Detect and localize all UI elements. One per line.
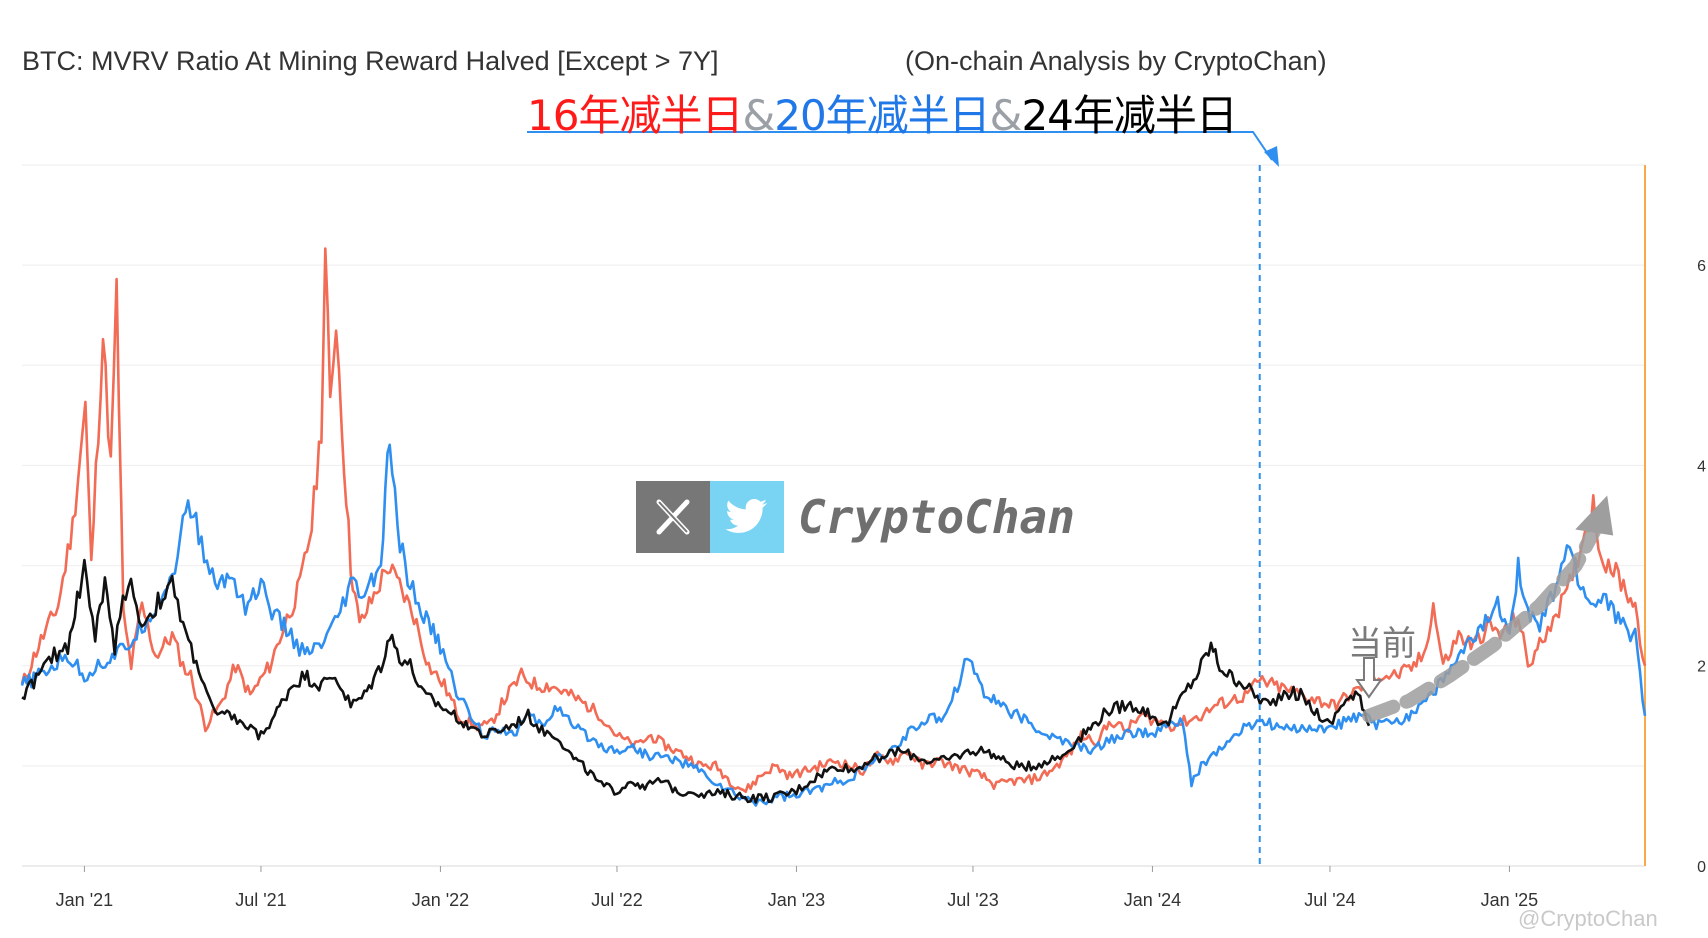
halving-2020-label: 20年减半日	[774, 91, 990, 140]
trend-arrowhead	[1575, 495, 1614, 536]
halving-date-label: 16年减半日&20年减半日&24年减半日	[527, 82, 1238, 143]
grid-lines	[22, 164, 1645, 867]
x-tick-label: Jul '21	[235, 890, 286, 910]
y-tick-label: 2	[1697, 659, 1706, 676]
annotations	[527, 131, 1383, 866]
separator-2: &	[989, 91, 1023, 140]
trend-projection	[1362, 495, 1614, 723]
cryptochan-watermark: CryptoChan	[636, 481, 1075, 553]
x-tick-label: Jan '24	[1124, 890, 1181, 910]
y-tick-label: 0	[1697, 859, 1706, 876]
twitter-bird-icon	[710, 481, 784, 553]
chart-title: BTC: MVRV Ratio At Mining Reward Halved …	[22, 46, 719, 76]
x-tick-label: Jan '22	[412, 890, 469, 910]
x-tick-label: Jul '22	[591, 890, 642, 910]
y-tick-label: 4	[1697, 458, 1706, 475]
now-arrow-icon	[1355, 657, 1383, 699]
x-tick-label: Jul '24	[1304, 890, 1355, 910]
y-axis: 0 2 4 6	[1697, 258, 1706, 876]
watermark-text: CryptoChan	[798, 490, 1075, 544]
x-tick-label: Jul '23	[947, 890, 998, 910]
halving-2024-label: 24年减半日	[1021, 91, 1237, 140]
footer-watermark: @CryptoChan	[1518, 906, 1658, 931]
x-logo-icon	[636, 481, 710, 553]
x-tick-label: Jan '21	[56, 890, 113, 910]
now-label: 当前	[1348, 624, 1416, 664]
x-tick-label: Jan '25	[1481, 890, 1538, 910]
y-tick-label: 6	[1697, 258, 1706, 275]
trend-projection-line	[1362, 518, 1605, 723]
series-line-2020	[20, 443, 1647, 807]
halving-label-connector	[527, 131, 1273, 161]
x-axis: Jan '21 Jul '21 Jan '22 Jul '22 Jan '23 Jul '…	[56, 866, 1538, 910]
series-line-2024	[21, 558, 1371, 804]
chart-subtitle: (On-chain Analysis by CryptoChan)	[905, 46, 1327, 76]
halving-arrowhead	[1264, 146, 1279, 167]
halving-2016-label: 16年减半日	[527, 91, 743, 140]
x-tick-label: Jan '23	[768, 890, 825, 910]
separator-1: &	[742, 91, 775, 140]
